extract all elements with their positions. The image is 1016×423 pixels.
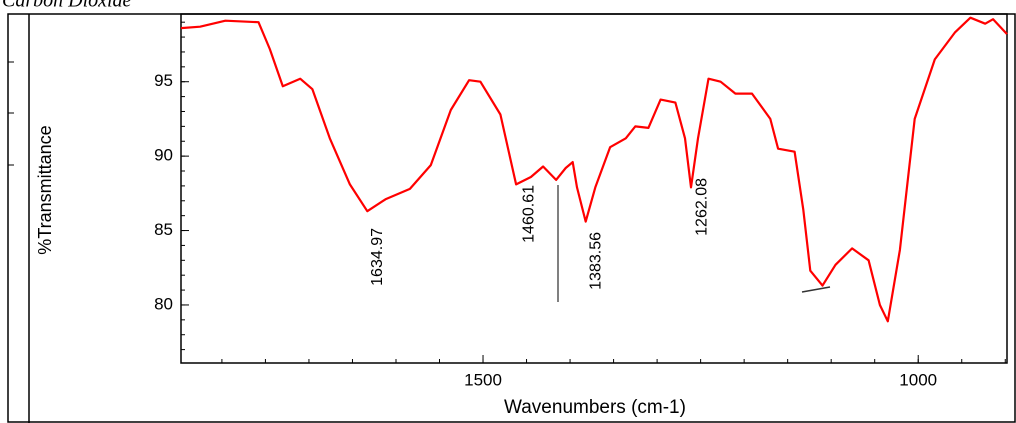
y-tick-label: 95	[154, 71, 173, 90]
y-axis-label: %Transmittance	[35, 125, 55, 254]
y-tick-label: 90	[154, 146, 173, 165]
y-tick-label: 80	[154, 294, 173, 313]
x-axis-label: Wavenumbers (cm-1)	[504, 397, 686, 418]
plot-frame	[180, 13, 1008, 364]
marker-line	[801, 286, 831, 293]
peak-label: 1383.56	[588, 232, 605, 290]
spectrum-line	[180, 16, 1008, 323]
x-tick-label: 1500	[464, 370, 502, 389]
y-tick-label: 85	[154, 220, 173, 239]
peak-label: 1262.08	[693, 178, 710, 236]
peak-label: 1634.97	[369, 228, 386, 286]
chart-title: Carbon Dioxide	[2, 0, 132, 12]
x-tick-label: 1000	[899, 370, 937, 389]
peak-label: 1460.61	[521, 185, 538, 243]
